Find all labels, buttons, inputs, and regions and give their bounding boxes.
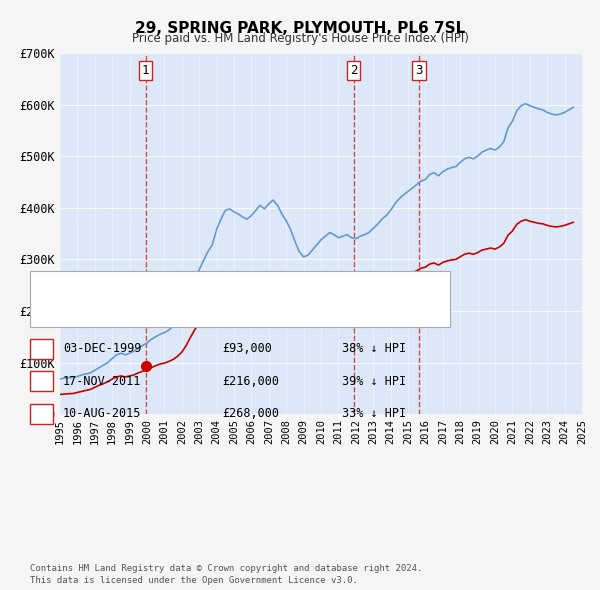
Text: ——: ——	[42, 279, 60, 294]
Text: Contains HM Land Registry data © Crown copyright and database right 2024.: Contains HM Land Registry data © Crown c…	[30, 564, 422, 573]
Text: 2: 2	[38, 375, 45, 388]
Text: 3: 3	[415, 64, 422, 77]
Text: 29, SPRING PARK, PLYMOUTH, PL6 7SL (detached house): 29, SPRING PARK, PLYMOUTH, PL6 7SL (deta…	[75, 281, 394, 291]
Text: 29, SPRING PARK, PLYMOUTH, PL6 7SL: 29, SPRING PARK, PLYMOUTH, PL6 7SL	[135, 21, 465, 35]
Text: £216,000: £216,000	[222, 375, 279, 388]
Text: 38% ↓ HPI: 38% ↓ HPI	[342, 342, 406, 355]
Text: This data is licensed under the Open Government Licence v3.0.: This data is licensed under the Open Gov…	[30, 576, 358, 585]
Text: ——: ——	[42, 305, 60, 320]
Text: £268,000: £268,000	[222, 407, 279, 420]
Text: 17-NOV-2011: 17-NOV-2011	[63, 375, 142, 388]
Text: 33% ↓ HPI: 33% ↓ HPI	[342, 407, 406, 420]
Text: 03-DEC-1999: 03-DEC-1999	[63, 342, 142, 355]
Text: HPI: Average price, detached house, South Hams: HPI: Average price, detached house, Sout…	[75, 307, 362, 317]
Text: 1: 1	[142, 64, 149, 77]
Text: 39% ↓ HPI: 39% ↓ HPI	[342, 375, 406, 388]
Text: 2: 2	[350, 64, 357, 77]
Text: 3: 3	[38, 407, 45, 420]
Text: 10-AUG-2015: 10-AUG-2015	[63, 407, 142, 420]
Text: Price paid vs. HM Land Registry's House Price Index (HPI): Price paid vs. HM Land Registry's House …	[131, 32, 469, 45]
Text: £93,000: £93,000	[222, 342, 272, 355]
Text: 1: 1	[38, 342, 45, 355]
